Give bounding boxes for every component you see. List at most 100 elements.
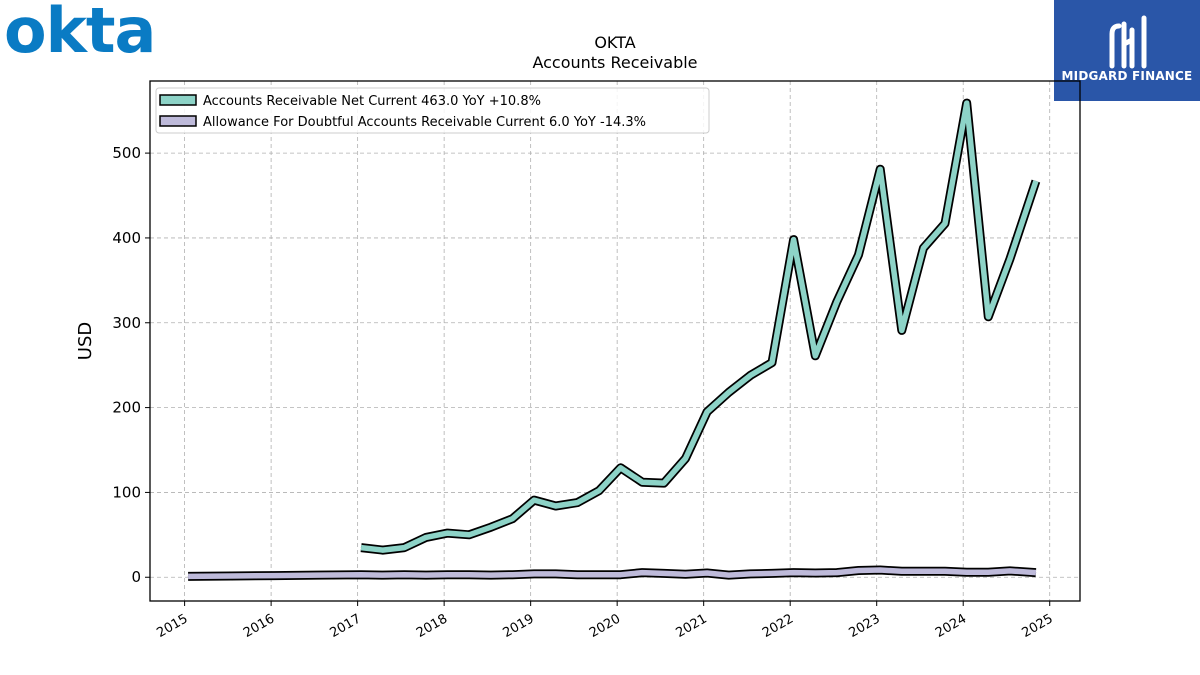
data-point: [447, 532, 449, 534]
data-point: [620, 467, 622, 469]
okta-logo-text: okta: [4, 0, 156, 67]
data-point: [749, 374, 751, 376]
data-point: [641, 572, 643, 574]
data-point: [274, 575, 276, 577]
data-point: [793, 572, 795, 574]
data-point: [1009, 570, 1011, 572]
y-tick-label: 400: [112, 229, 141, 247]
data-point: [360, 547, 362, 549]
data-point: [425, 574, 427, 576]
series-line-outline: [360, 98, 1041, 555]
data-point: [641, 481, 643, 483]
data-point: [966, 102, 968, 104]
data-point: [533, 499, 535, 501]
x-tick-label: 2016: [241, 611, 277, 641]
data-point: [771, 572, 773, 574]
data-point: [901, 329, 903, 331]
data-point: [944, 223, 946, 224]
x-tick-label: 2018: [414, 611, 450, 641]
data-point: [512, 574, 513, 576]
chart-subtitle: Accounts Receivable: [532, 53, 697, 72]
data-point: [598, 574, 600, 576]
data-point: [685, 458, 686, 459]
plot-frame: [149, 80, 1081, 602]
y-axis: 0 100 200 300 400 500: [112, 144, 150, 586]
data-point: [230, 575, 232, 577]
data-point: [749, 573, 751, 575]
data-point: [685, 573, 686, 575]
y-tick-label: 0: [131, 568, 141, 586]
okta-logo: okta: [4, 0, 156, 67]
data-point: [468, 574, 470, 576]
data-point: [944, 570, 946, 572]
grid: [150, 81, 1080, 601]
series-line: [188, 567, 1037, 580]
x-tick-label: 2019: [500, 611, 536, 641]
x-tick-label: 2015: [154, 611, 190, 641]
data-point: [1035, 180, 1037, 182]
data-point: [987, 571, 989, 573]
series-line: [360, 100, 1039, 553]
data-point: [879, 569, 881, 571]
data-point: [382, 574, 384, 576]
series-layer: [187, 98, 1041, 581]
data-point: [987, 316, 989, 318]
data-point: [403, 547, 405, 549]
data-point: [901, 570, 903, 572]
data-point: [706, 411, 708, 413]
midgard-emblem-icon: [1109, 15, 1147, 69]
x-tick-label: 2021: [674, 611, 710, 641]
data-point: [187, 575, 189, 577]
data-point: [490, 574, 492, 576]
data-point: [576, 574, 578, 576]
data-point: [576, 502, 578, 504]
data-point: [663, 482, 665, 484]
data-point: [814, 572, 816, 574]
data-point: [620, 574, 622, 576]
data-point: [836, 572, 838, 574]
legend-entry: Allowance For Doubtful Accounts Receivab…: [203, 115, 646, 130]
x-tick-label: 2022: [760, 611, 796, 641]
x-tick-label: 2020: [587, 611, 623, 641]
data-point: [858, 254, 859, 256]
data-point: [360, 574, 362, 576]
data-point: [879, 168, 881, 170]
legend-swatch: [159, 94, 197, 106]
legend-entry: Accounts Receivable Net Current 463.0 Yo…: [203, 94, 541, 109]
midgard-finance-logo: MIDGARD FINANCE: [1054, 0, 1200, 101]
data-point: [490, 526, 492, 528]
data-point: [317, 574, 319, 576]
x-tick-label: 2017: [327, 611, 363, 641]
series-1: [360, 98, 1041, 555]
chart-title: OKTA: [594, 33, 635, 52]
data-point: [793, 239, 795, 241]
y-tick-label: 200: [112, 399, 141, 417]
data-point: [382, 549, 384, 551]
data-point: [555, 573, 557, 575]
x-tick-label: 2024: [933, 611, 969, 641]
data-point: [706, 572, 708, 574]
data-point: [1035, 572, 1037, 574]
data-point: [425, 536, 427, 538]
data-point: [814, 355, 816, 357]
data-point: [771, 362, 773, 364]
y-tick-label: 500: [112, 144, 141, 162]
x-tick-label: 2025: [1020, 611, 1056, 641]
y-tick-label: 100: [112, 483, 141, 501]
y-tick-label: 300: [112, 314, 141, 332]
data-point: [966, 571, 968, 573]
data-point: [512, 518, 513, 520]
y-axis-label: USD: [75, 322, 96, 360]
x-axis: 2015 2016 2017 2018 2019 2020 2021 2022 2023 2024…: [154, 601, 1056, 641]
data-point: [836, 301, 838, 303]
data-point: [468, 534, 470, 536]
data-point: [555, 505, 557, 507]
legend: Accounts Receivable Net Current 463.0 Yo…: [155, 87, 710, 134]
x-tick-label: 2023: [847, 611, 883, 641]
data-point: [533, 573, 535, 575]
data-point: [598, 490, 600, 492]
data-point: [858, 570, 859, 571]
legend-swatch: [159, 115, 197, 127]
legend-box: [155, 87, 710, 134]
